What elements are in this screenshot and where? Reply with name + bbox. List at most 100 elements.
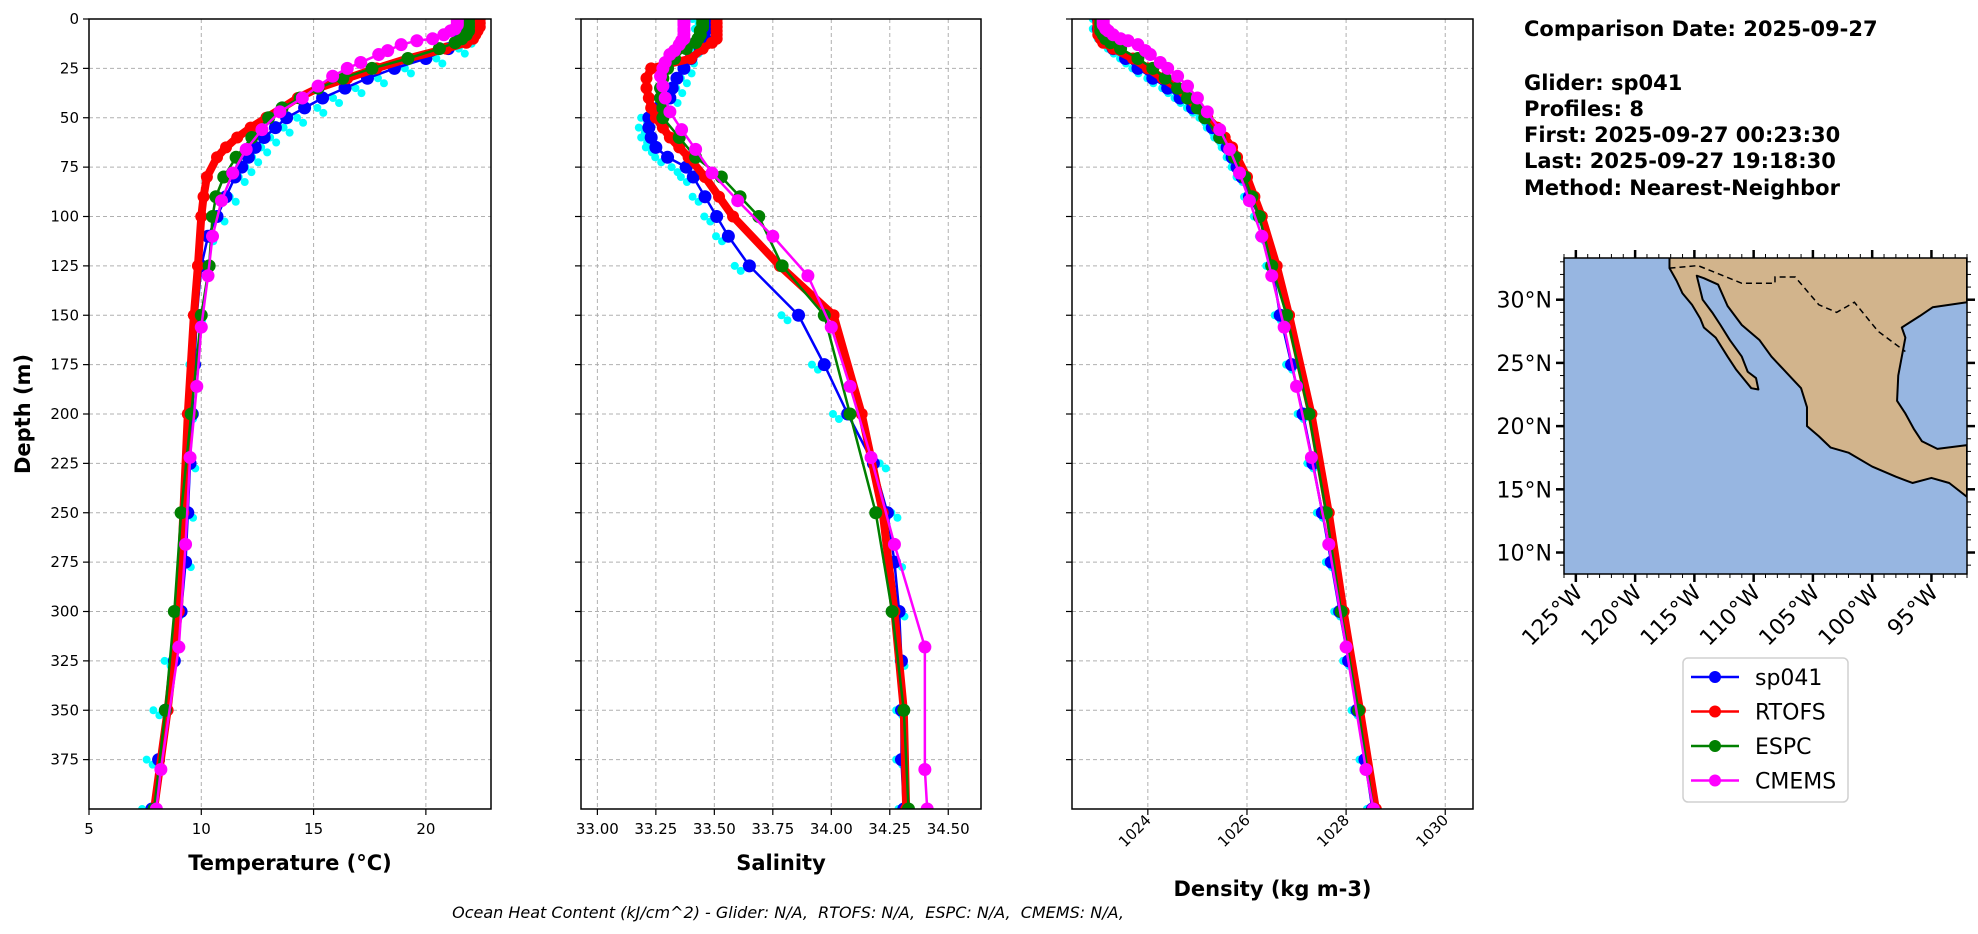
x-tick-label: 33.00 bbox=[576, 820, 619, 838]
rtofs-marker bbox=[211, 151, 224, 164]
x-tick-label: 10 bbox=[192, 820, 211, 838]
sp041-profiles-point bbox=[651, 153, 660, 162]
sp041-profiles-point bbox=[149, 706, 158, 715]
legend: sp041 RTOFS ESPC CMEMS bbox=[1682, 657, 1849, 803]
legend-marker bbox=[1709, 671, 1721, 683]
rtofs-marker bbox=[231, 131, 244, 144]
x-axis-label: Salinity bbox=[736, 851, 826, 875]
y-tick-label: 200 bbox=[50, 405, 79, 423]
cmems-marker bbox=[149, 802, 163, 809]
rtofs-marker bbox=[713, 190, 726, 203]
cmems-marker bbox=[201, 269, 215, 283]
sp041-profiles-point bbox=[351, 84, 360, 93]
cmems-marker bbox=[437, 28, 451, 42]
cmems-marker bbox=[394, 38, 408, 52]
sp041-profiles-point bbox=[736, 266, 745, 275]
cmems-marker bbox=[1190, 91, 1204, 105]
cmems-marker bbox=[1200, 105, 1214, 119]
rtofs-marker bbox=[645, 62, 658, 75]
cmems-marker bbox=[1359, 763, 1373, 776]
legend-marker bbox=[1709, 774, 1721, 787]
x-axis-label: Density (kg m-3) bbox=[1173, 877, 1371, 901]
rtofs-marker bbox=[663, 131, 676, 144]
sp041-profiles-point bbox=[299, 118, 308, 127]
sp041-profiles-point bbox=[272, 138, 281, 147]
rtofs-marker bbox=[684, 52, 697, 65]
sp041-profiles-point bbox=[893, 513, 902, 522]
x-tick-label: 34.25 bbox=[868, 820, 911, 838]
lon-label: 110°W bbox=[1695, 580, 1766, 651]
cmems-marker bbox=[239, 142, 253, 156]
sp041-profiles-point bbox=[688, 19, 697, 23]
legend-item-cmems: CMEMS bbox=[1691, 770, 1836, 795]
cmems-marker bbox=[1290, 379, 1304, 393]
sp041-profiles-point bbox=[138, 805, 147, 809]
cmems-marker bbox=[731, 194, 745, 208]
cmems-marker bbox=[172, 640, 186, 654]
sp041-profiles-point bbox=[682, 79, 691, 88]
espc-marker bbox=[689, 36, 703, 50]
espc-marker bbox=[897, 703, 911, 717]
sp041-profiles-point bbox=[285, 128, 294, 137]
rtofs-marker bbox=[219, 141, 232, 154]
legend-label: sp041 bbox=[1755, 666, 1822, 691]
cmems-marker bbox=[1213, 123, 1227, 137]
lon-label: 125°W bbox=[1518, 580, 1589, 651]
series-group bbox=[138, 19, 486, 809]
cmems-marker bbox=[675, 123, 689, 137]
lat-label: 10°N bbox=[1497, 542, 1552, 567]
cmems-marker bbox=[689, 142, 703, 156]
sp041-marker bbox=[710, 210, 724, 223]
cmems-marker bbox=[426, 32, 440, 46]
sp041-profiles-point bbox=[263, 148, 272, 157]
cmems-marker bbox=[206, 229, 220, 243]
espc-marker bbox=[336, 71, 350, 85]
cmems-marker bbox=[656, 79, 670, 93]
rtofs-marker bbox=[200, 171, 213, 183]
rtofs-marker bbox=[727, 210, 740, 223]
legend-item-sp041: sp041 bbox=[1691, 666, 1822, 691]
panel-temp: 5 10 15 20025507510012515017520022525027530… bbox=[11, 10, 492, 875]
y-tick-label: 0 bbox=[69, 10, 79, 28]
sp041-profiles-point bbox=[329, 94, 338, 102]
cmems-marker bbox=[663, 105, 677, 119]
sp041-profiles-point bbox=[807, 360, 816, 369]
sp041-profiles-point bbox=[160, 656, 169, 665]
cmems-marker bbox=[1255, 229, 1269, 243]
x-tick-label: 33.25 bbox=[634, 820, 677, 838]
legend-label: RTOFS bbox=[1755, 701, 1826, 726]
sp041-profiles-point bbox=[637, 133, 646, 142]
sp041-marker bbox=[268, 121, 282, 135]
rtofs-marker bbox=[645, 101, 658, 114]
panel-sal: 33.00 33.25 33.50 33.75 34.00 34.25 34.50 Salin… bbox=[575, 18, 982, 875]
cmems-marker bbox=[326, 69, 340, 83]
sp041-profiles-point bbox=[319, 108, 328, 117]
rtofs-marker bbox=[197, 190, 210, 203]
sp041-marker bbox=[644, 131, 658, 144]
sp041-marker bbox=[338, 81, 352, 95]
espc-marker bbox=[365, 61, 379, 75]
cmems-marker bbox=[1143, 48, 1157, 62]
cmems-marker bbox=[1223, 142, 1237, 156]
x-tick-label: 15 bbox=[304, 820, 323, 838]
sp041-marker bbox=[316, 91, 330, 105]
cmems-marker bbox=[918, 640, 932, 654]
sp041-marker bbox=[792, 308, 806, 322]
sp041-profiles-point bbox=[357, 89, 366, 98]
cmems-marker bbox=[183, 450, 197, 464]
lat-label: 30°N bbox=[1497, 289, 1552, 314]
cmems-marker bbox=[801, 269, 815, 283]
cmems-marker bbox=[194, 320, 208, 334]
cmems-marker bbox=[918, 763, 932, 776]
y-tick-label: 375 bbox=[50, 751, 79, 769]
sp041-profiles-point bbox=[712, 232, 721, 241]
espc-marker bbox=[448, 36, 462, 50]
cmems-marker bbox=[354, 55, 368, 69]
sp041-profiles-point bbox=[700, 212, 709, 221]
country-border bbox=[1669, 264, 1906, 353]
espc-marker bbox=[167, 605, 181, 618]
cmems-marker bbox=[295, 91, 309, 105]
x-axis-label: Temperature (°C) bbox=[188, 851, 391, 875]
sp041-profiles-point bbox=[777, 311, 786, 320]
